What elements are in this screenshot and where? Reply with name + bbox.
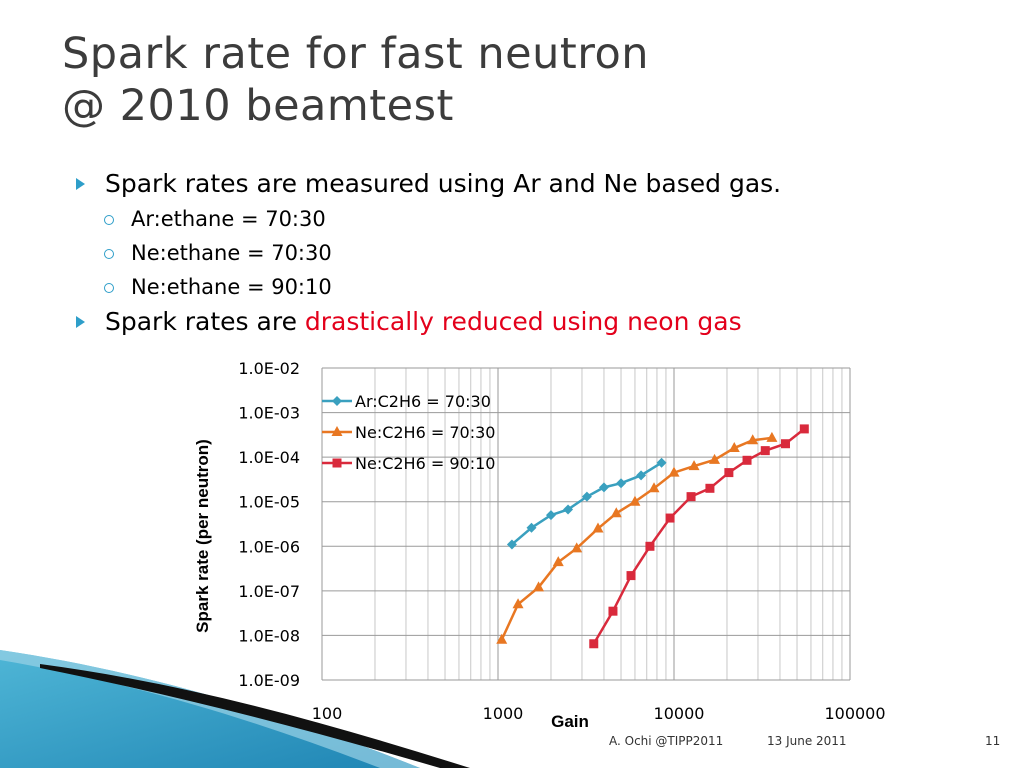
data-point [506,539,517,550]
y-axis-label: Spark rate (per neutron) [193,439,212,633]
y-tick-label: 1.0E-06 [238,537,300,556]
x-tick-labels: 100 1000 10000 100000 [312,704,886,723]
data-point [724,468,734,478]
data-point [592,522,604,533]
legend-entry-1: Ar:C2H6 = 70:30 [322,392,491,411]
legend-label: Ar:C2H6 = 70:30 [355,392,491,411]
data-point [533,581,545,592]
data-point [589,639,599,649]
slide-title: Spark rate for fast neutron @ 2010 beamt… [62,28,1002,132]
x-tick-label: 100 [312,704,343,723]
y-tick-label: 1.0E-08 [238,626,300,645]
data-point [552,556,564,567]
series-1 [506,457,667,550]
y-tick-label: 1.0E-02 [238,359,300,378]
x-tick-label: 100000 [824,704,885,723]
data-point [581,491,592,502]
bullet-arrow-icon [76,178,85,190]
footer-page-number: 11 [985,734,1001,748]
chart-legend: Ar:C2H6 = 70:30 Ne:C2H6 = 70:30 Ne:C2H6 = … [322,392,495,473]
legend-label: Ne:C2H6 = 70:30 [355,423,495,442]
data-point [705,483,715,493]
data-point [598,482,609,493]
legend-entry-3: Ne:C2H6 = 90:10 [322,454,495,473]
data-point [496,633,508,644]
legend-swatch-marker [332,396,342,406]
data-point [780,439,790,449]
data-point [668,466,680,477]
data-point [636,470,647,481]
bullet-list: Spark rates are measured using Ar and Ne… [74,166,1004,340]
bullet-2: Spark rates are drastically reduced usin… [74,304,1004,340]
data-point [766,431,778,442]
title-line-2: @ 2010 beamtest [62,81,454,131]
data-point [629,495,641,506]
x-tick-label: 1000 [483,704,524,723]
data-point [610,507,622,518]
chart-series [496,424,809,649]
data-point [545,510,556,521]
sub-bullet-3: Ne:ethane = 90:10 [74,270,1004,304]
series-3 [589,424,809,649]
data-point [688,460,700,471]
data-point [709,453,721,464]
y-tick-label: 1.0E-03 [238,404,300,423]
y-tick-label: 1.0E-09 [238,671,300,690]
sub-bullet-1: Ar:ethane = 70:30 [74,202,1004,236]
bullet-1-text: Spark rates are measured using Ar and Ne… [105,169,782,198]
series-2 [496,431,778,644]
data-point [665,513,675,523]
bullet-arrow-icon [76,316,85,328]
data-point [645,541,655,551]
sub-bullet-1-text: Ar:ethane = 70:30 [131,207,326,231]
data-point [626,571,636,581]
bullet-ring-icon [104,215,114,225]
legend-swatch-marker [331,426,343,436]
footer-author: A. Ochi @TIPP2011 [609,734,724,748]
bullet-1: Spark rates are measured using Ar and Ne… [74,166,1004,202]
data-point [512,598,524,609]
sub-bullet-2-text: Ne:ethane = 70:30 [131,241,332,265]
data-point [571,542,583,553]
chart-grid [321,367,851,681]
data-point [563,504,574,515]
data-point [760,446,770,456]
bullet-ring-icon [104,249,114,259]
data-point [616,478,627,489]
legend-swatch-marker [332,458,342,468]
series-line [592,427,806,645]
data-point [648,482,660,493]
data-point [686,492,696,502]
data-point [728,442,740,453]
data-point [742,455,752,465]
y-tick-label: 1.0E-05 [238,493,300,512]
legend-entry-2: Ne:C2H6 = 70:30 [322,423,495,442]
bullet-2-text-highlight: drastically reduced using neon gas [304,307,742,336]
data-point [526,522,537,533]
legend-label: Ne:C2H6 = 90:10 [355,454,495,473]
bullet-ring-icon [104,283,114,293]
sub-bullet-3-text: Ne:ethane = 90:10 [131,275,332,299]
x-tick-label: 10000 [654,704,705,723]
data-point [747,434,759,445]
data-point [656,457,667,468]
bullet-2-text-plain: Spark rates are [105,307,305,336]
footer-date: 13 June 2011 [767,734,847,748]
data-point [799,424,809,434]
x-axis-label: Gain [551,712,589,731]
y-tick-label: 1.0E-07 [238,582,300,601]
title-line-1: Spark rate for fast neutron [62,29,650,79]
y-tick-labels: 1.0E-09 1.0E-08 1.0E-07 1.0E-06 1.0E-05 1.0E-… [238,359,300,690]
data-point [608,606,618,616]
y-tick-label: 1.0E-04 [238,448,300,467]
sub-bullet-2: Ne:ethane = 70:30 [74,236,1004,270]
